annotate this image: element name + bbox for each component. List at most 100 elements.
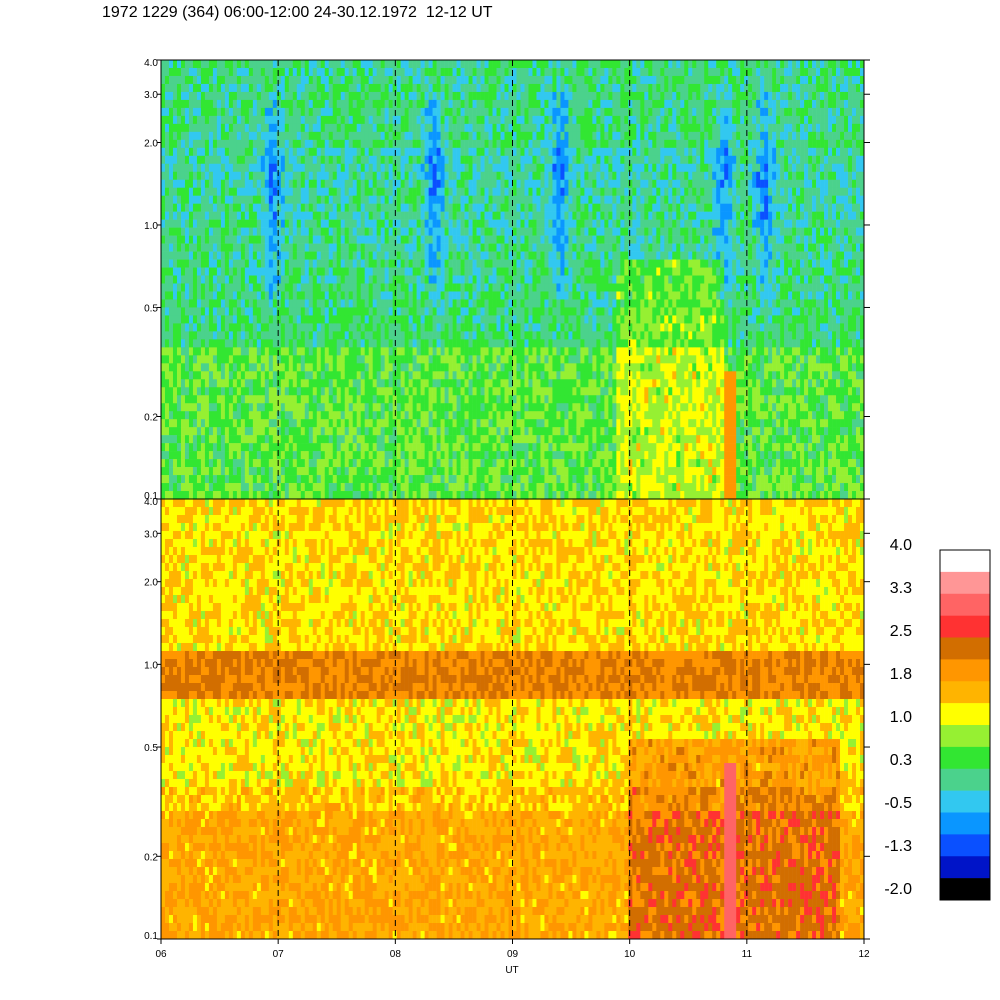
upper-cell xyxy=(452,251,457,260)
upper-cell xyxy=(284,91,290,101)
upper-cell xyxy=(164,411,170,420)
upper-cell xyxy=(224,171,230,181)
upper-cell xyxy=(512,443,517,452)
upper-cell xyxy=(492,339,497,348)
upper-cell xyxy=(224,211,230,220)
upper-cell xyxy=(240,227,246,236)
upper-cell xyxy=(392,139,397,149)
upper-cell xyxy=(192,467,198,476)
upper-cell xyxy=(216,195,222,204)
upper-cell xyxy=(420,451,425,460)
upper-cell xyxy=(400,483,405,492)
upper-cell xyxy=(252,283,258,292)
upper-cell xyxy=(468,60,473,69)
upper-cell xyxy=(516,411,521,420)
upper-cell xyxy=(284,147,290,157)
upper-cell xyxy=(180,483,186,492)
upper-cell xyxy=(276,331,282,340)
upper-cell xyxy=(256,331,262,340)
upper-cell xyxy=(392,91,397,101)
upper-cell xyxy=(336,235,342,244)
upper-cell xyxy=(448,171,453,181)
upper-cell xyxy=(460,83,465,93)
upper-cell xyxy=(392,291,397,300)
upper-cell xyxy=(504,283,509,292)
upper-cell xyxy=(480,115,485,125)
upper-cell xyxy=(184,315,190,324)
upper-cell xyxy=(396,411,401,420)
upper-cell xyxy=(424,459,429,468)
upper-cell xyxy=(224,483,230,492)
upper-cell xyxy=(392,395,397,404)
upper-cell xyxy=(428,243,433,252)
upper-cell xyxy=(300,211,306,220)
upper-cell xyxy=(320,83,326,93)
upper-cell xyxy=(492,187,497,196)
upper-cell xyxy=(384,91,389,101)
upper-cell xyxy=(256,363,262,372)
upper-cell xyxy=(456,451,461,460)
upper-cell xyxy=(500,203,505,212)
upper-cell xyxy=(284,403,290,412)
upper-cell xyxy=(352,235,358,244)
upper-cell xyxy=(480,187,485,196)
upper-cell xyxy=(232,187,238,196)
upper-cell xyxy=(320,267,326,276)
upper-cell xyxy=(476,163,481,173)
upper-cell xyxy=(496,219,501,228)
upper-cell xyxy=(436,227,441,236)
upper-cell xyxy=(188,411,194,420)
upper-cell xyxy=(368,267,373,276)
upper-cell xyxy=(472,315,477,324)
upper-cell xyxy=(468,307,473,316)
upper-cell xyxy=(436,219,441,228)
upper-cell xyxy=(308,75,314,85)
upper-cell xyxy=(292,387,298,396)
upper-cell xyxy=(284,123,290,133)
upper-cell xyxy=(188,339,194,348)
upper-cell xyxy=(424,435,429,444)
upper-cell xyxy=(472,227,477,236)
upper-cell xyxy=(392,315,397,324)
upper-cell xyxy=(464,363,469,372)
upper-cell xyxy=(288,99,294,109)
upper-cell xyxy=(468,131,473,141)
upper-cell xyxy=(161,267,166,276)
upper-cell xyxy=(504,139,509,149)
upper-cell xyxy=(236,355,242,364)
upper-cell xyxy=(508,387,513,396)
upper-cell xyxy=(216,163,222,173)
upper-cell xyxy=(364,283,369,292)
upper-cell xyxy=(512,403,517,412)
upper-cell xyxy=(244,411,250,420)
upper-cell xyxy=(256,91,262,101)
upper-cell xyxy=(508,347,513,356)
upper-cell xyxy=(396,67,401,77)
upper-cell xyxy=(512,211,517,220)
upper-cell xyxy=(388,115,393,125)
upper-cell xyxy=(400,331,405,340)
upper-cell xyxy=(260,99,266,109)
upper-cell xyxy=(432,123,437,133)
upper-cell xyxy=(320,283,326,292)
upper-cell xyxy=(224,115,230,125)
upper-cell xyxy=(344,459,350,468)
upper-cell xyxy=(344,179,350,189)
upper-cell xyxy=(168,187,174,196)
upper-cell xyxy=(184,299,190,308)
upper-cell xyxy=(188,187,194,196)
upper-cell xyxy=(452,203,457,212)
upper-cell xyxy=(520,291,525,300)
upper-cell xyxy=(352,307,358,316)
upper-cell xyxy=(232,163,238,173)
upper-cell xyxy=(168,195,174,204)
upper-cell xyxy=(300,339,306,348)
upper-cell xyxy=(356,459,362,468)
upper-cell xyxy=(444,147,449,157)
upper-cell xyxy=(476,331,481,340)
upper-cell xyxy=(492,427,497,436)
upper-cell xyxy=(400,379,405,388)
upper-cell xyxy=(460,179,465,189)
upper-cell xyxy=(260,211,266,220)
upper-cell xyxy=(448,307,453,316)
